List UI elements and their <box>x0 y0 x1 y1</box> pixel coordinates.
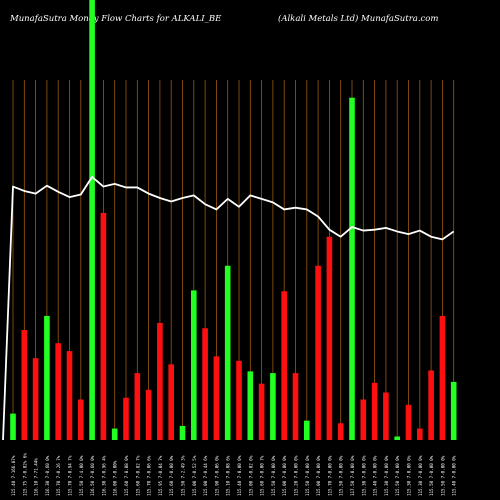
money-flow-bar <box>191 290 197 440</box>
money-flow-bar <box>21 330 28 440</box>
x-tick-label: 115.50 7-0.00 0% <box>305 455 310 496</box>
x-tick-label: 115.40 7-0.00 0% <box>452 455 457 496</box>
x-tick-label: 115.00 7-0.00 0% <box>316 455 321 496</box>
money-flow-bar <box>281 291 287 440</box>
money-flow-bar <box>168 364 174 440</box>
x-tick-label: 115.60 7-0.00 0% <box>169 455 174 496</box>
x-tick-label: 115.00 7-0.52 5% <box>192 455 197 496</box>
x-tick-label: 115.70 7-0.06 6% <box>147 455 152 496</box>
money-flow-bar <box>383 392 389 440</box>
x-tick-label: 115.70 7-0.26 7% <box>56 455 61 496</box>
money-flow-bar <box>417 428 423 440</box>
money-flow-bars <box>10 0 457 441</box>
x-tick-label: 115.70 7-0.00 0% <box>327 455 332 496</box>
chart-subtitle: (Alkali Metals Ltd) MunafaSutra.com <box>278 14 439 24</box>
x-tick-label: 115.00 7-0.44 6% <box>203 455 208 496</box>
x-tick-label: 115.30 7-0.00 0% <box>384 455 389 496</box>
money-flow-bar <box>349 97 355 441</box>
money-flow-bar <box>371 382 378 440</box>
money-flow-bar <box>224 265 231 440</box>
money-flow-bar <box>439 315 446 440</box>
money-flow-bar <box>292 373 299 440</box>
x-tick-label: 115.40 7-0.00 0% <box>237 455 242 496</box>
x-tick-label: 115.95 7-0.04 7% <box>158 455 163 496</box>
money-flow-bar <box>304 420 310 440</box>
money-flow-bar <box>100 212 107 440</box>
money-flow-bar <box>145 389 152 440</box>
grid-lines <box>12 80 455 440</box>
money-flow-bar <box>326 236 333 440</box>
x-tick-label: 115.30 7-0.00 0% <box>361 455 366 496</box>
x-tick-label: 115.50 7-0.00 0% <box>429 455 434 496</box>
money-flow-bar <box>10 413 16 440</box>
x-tick-label: 115.40 7-166.87% <box>11 455 16 496</box>
money-flow-bar <box>157 322 163 440</box>
x-tick-label: 115.60 7-0.00 7% <box>260 455 265 496</box>
x-tick-label: 115.50 7-4.00 0% <box>79 455 84 496</box>
money-flow-bar <box>315 265 321 440</box>
money-flow-bar <box>258 383 265 440</box>
money-flow-bar <box>89 0 95 440</box>
x-tick-label: 115.75 7-0.02% 6% <box>22 453 27 496</box>
money-flow-bar <box>236 360 242 440</box>
x-tick-label: 116.10 7-71.44% <box>34 458 39 496</box>
x-tick-label: 115.10 7-0.08 6% <box>226 455 231 496</box>
x-tick-labels: 115.40 7-166.87% 115.75 7-0.02% 6% 116.10 … <box>11 453 457 496</box>
money-flow-bar <box>134 373 141 440</box>
money-flow-bar <box>428 370 434 440</box>
money-flow-bar <box>270 373 276 440</box>
money-flow-bar <box>202 328 208 440</box>
money-flow-bar <box>32 358 39 440</box>
money-flow-bar <box>450 381 457 440</box>
money-flow-bar <box>360 399 367 440</box>
money-flow-bar <box>111 428 118 440</box>
x-tick-label: 115.30 7-0.00 0% <box>418 455 423 496</box>
x-tick-label: 116.00 7-0.00% <box>113 460 118 496</box>
x-tick-label: 115.60 7-0.82 7% <box>135 455 140 496</box>
money-flow-bar <box>213 356 220 440</box>
x-tick-label: 115.40 7-0.00 0% <box>373 455 378 496</box>
money-flow-bar <box>247 371 254 440</box>
x-tick-label: 115.00 7-0.00 0% <box>282 455 287 496</box>
x-tick-label: 116.30 7-0.96 4% <box>101 455 106 496</box>
chart-title: MunafaSutra Money Flow Charts for ALKALI… <box>10 14 222 24</box>
x-tick-label: 115.70 7-0.94 7% <box>68 455 73 496</box>
price-line <box>2 175 455 441</box>
x-tick-label: 116.50 7-0.60 0% <box>90 455 95 496</box>
x-tick-label: 115.50 7-0.00 0% <box>395 455 400 496</box>
x-tick-label: 115.00 7-0.02 0% <box>248 455 253 496</box>
money-flow-bar <box>78 399 84 440</box>
x-tick-label: 115.50 7-0.00 0% <box>440 455 445 496</box>
x-tick-label: 115.50 7-2.49 3% <box>181 455 186 496</box>
money-flow-bar <box>55 343 61 440</box>
money-flow-bar <box>337 423 344 440</box>
price-line-layer <box>2 175 455 441</box>
money-flow-bar <box>123 397 129 440</box>
x-tick-label: 115.50 7-0.00 0% <box>271 455 276 496</box>
money-flow-bar <box>179 425 186 440</box>
x-tick-label: 115.30 7-0.00 0% <box>407 455 412 496</box>
x-tick-label: 115.20 7-0.00 0% <box>294 455 299 496</box>
x-tick-label: 117.50 7-0.00 0% <box>350 455 355 496</box>
money-flow-bar <box>405 404 412 440</box>
money-flow-bar <box>394 436 400 440</box>
x-tick-label: 115.60 7-8.08 0% <box>124 455 129 496</box>
x-tick-label: 116.30 7-0.60 0% <box>45 455 50 496</box>
money-flow-bar <box>66 351 73 440</box>
x-tick-label: 115.90 7-0.06 0% <box>214 455 219 496</box>
money-flow-bar <box>44 315 50 440</box>
x-tick-label: 115.50 7-0.00 0% <box>339 455 344 496</box>
